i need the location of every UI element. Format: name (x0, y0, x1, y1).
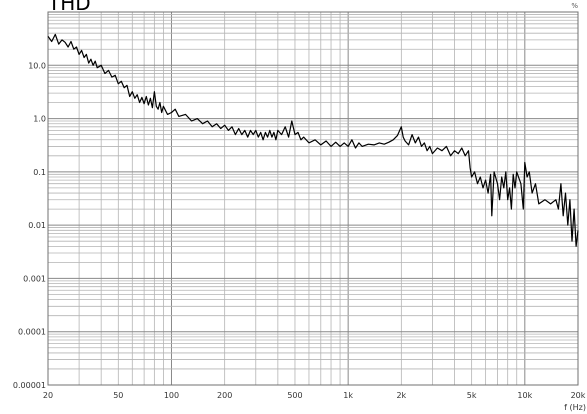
x-tick-label-3: 200 (217, 391, 232, 400)
y-tick-label-6: 0.00001 (13, 381, 46, 390)
y-unit-label: % (571, 2, 578, 10)
x-tick-label-2: 100 (164, 391, 179, 400)
y-tick-label-0: 10.0 (28, 61, 46, 70)
x-tick-label-6: 2k (396, 391, 406, 400)
y-tick-label-3: 0.01 (28, 221, 46, 230)
x-tick-label-7: 5k (467, 391, 477, 400)
y-tick-label-2: 0.1 (33, 168, 46, 177)
y-tick-label-4: 0.001 (23, 274, 46, 283)
tick-labels: 20 50 100 200 500 1k 2k 5k 10k 20k 10.0 1.0 0.1 0.01 0… (13, 61, 586, 400)
x-axis-label: f (Hz) (564, 403, 586, 412)
x-tick-label-9: 20k (571, 391, 586, 400)
x-tick-label-4: 500 (287, 391, 302, 400)
series-lines (47, 33, 579, 247)
x-tick-label-5: 1k (343, 391, 353, 400)
chart-title: THD (47, 0, 91, 15)
grid (47, 11, 579, 386)
x-tick-label-0: 20 (43, 391, 53, 400)
series-line-0 (47, 33, 579, 247)
y-tick-label-1: 1.0 (33, 115, 46, 124)
x-tick-label-1: 50 (113, 391, 123, 400)
x-tick-label-8: 10k (517, 391, 532, 400)
plot-frame (47, 11, 579, 386)
y-tick-label-5: 0.0001 (18, 328, 46, 337)
